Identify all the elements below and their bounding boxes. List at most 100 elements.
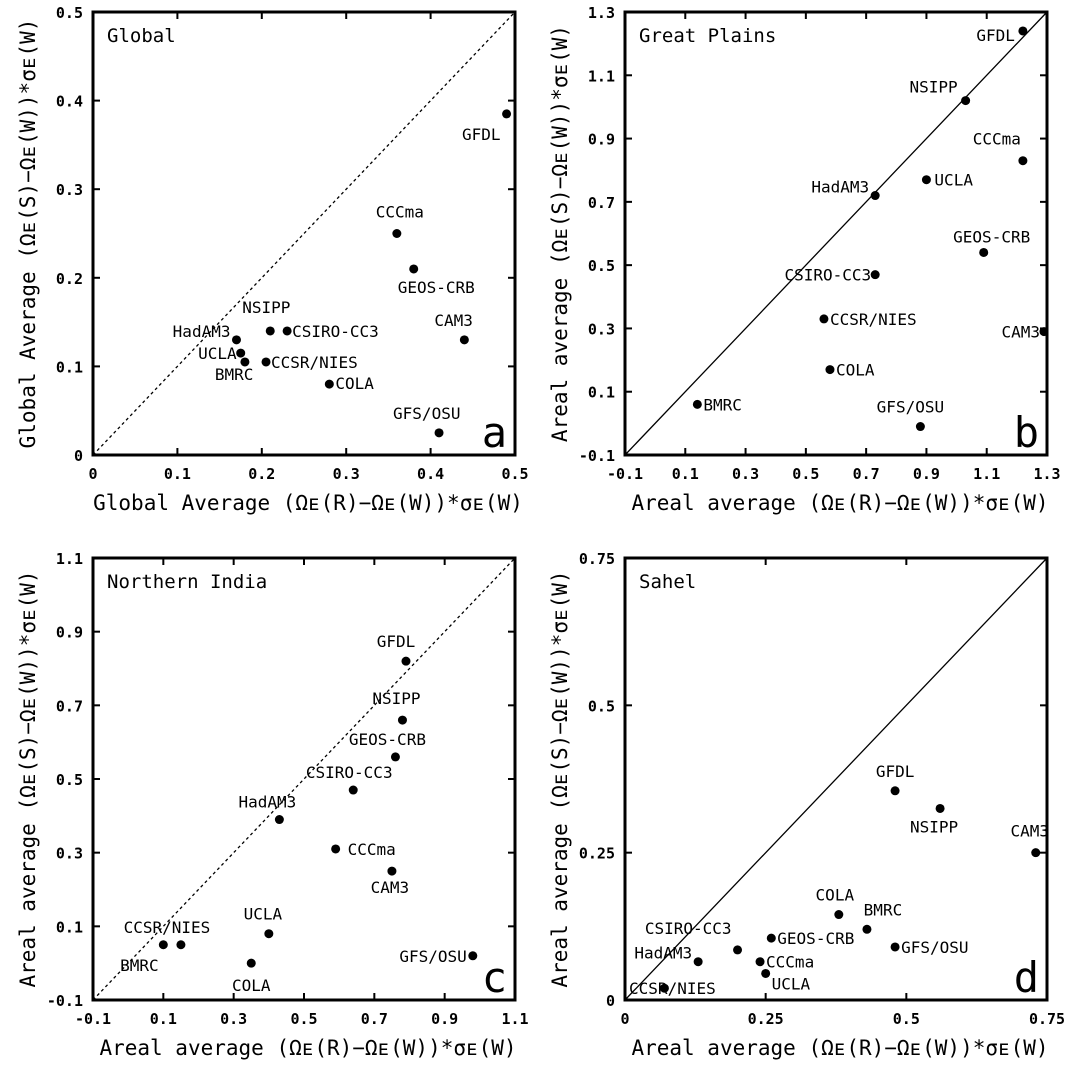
plot-frame (623, 556, 1049, 1002)
point-label: CAM3 (371, 878, 410, 897)
point-label: COLA (232, 976, 271, 995)
point-label: GFDL (976, 26, 1015, 45)
point-label: BMRC (215, 365, 254, 384)
y-axis-label: Areal average (Ωᴇ(S)−Ωᴇ(W))*σᴇ(W) (548, 25, 572, 442)
point-label: COLA (836, 361, 875, 380)
point-label: CSIRO-CC3 (784, 266, 871, 285)
data-point (979, 247, 989, 257)
data-point (761, 968, 771, 978)
point-label: GEOS-CRB (953, 227, 1030, 246)
point-label: UCLA (934, 171, 973, 190)
x-tick-label: 0.3 (732, 465, 759, 483)
panel-b: -0.1 0.1 0.3 0.5 0.7 0.9 1.1 1.3 -0.1 0.1 0.3 0.5 0.… (548, 4, 1061, 515)
point-label: CCCma (766, 953, 814, 972)
data-point (397, 715, 407, 725)
data-point (274, 815, 284, 825)
data-point (1018, 156, 1028, 166)
point-label: GFS/OSU (901, 938, 968, 957)
point-label: HadAM3 (173, 322, 231, 341)
x-tick-label: 0.7 (853, 465, 880, 483)
y-tick-label: 0.1 (56, 918, 83, 936)
x-tick-label: 0.5 (501, 465, 528, 483)
data-point (755, 957, 765, 967)
point-label: CCCma (973, 130, 1021, 149)
panel-title: Global (107, 25, 176, 47)
data-point (1039, 327, 1049, 337)
plot-frame (623, 10, 1049, 457)
point-label: CAM3 (1010, 822, 1049, 841)
point-label: GEOS-CRB (349, 730, 426, 749)
data-point (265, 326, 275, 336)
point-label: NSIPP (910, 817, 958, 836)
y-axis-label: Areal average (Ωᴇ(S)−Ωᴇ(W))*σᴇ(W) (548, 570, 572, 987)
data-point (870, 270, 880, 280)
data-point (890, 942, 900, 952)
x-axis-label: Global Average (Ωᴇ(R)−Ωᴇ(W))*σᴇ(W) (93, 491, 523, 515)
x-tick-label: 0.1 (150, 1010, 177, 1028)
point-label: CCSR/NIES (830, 310, 917, 329)
one-to-one-line (624, 11, 1048, 456)
x-tick-label: -0.1 (75, 1010, 111, 1028)
point-label: CCSR/NIES (124, 918, 211, 937)
y-tick-label: 0.9 (588, 131, 615, 149)
y-tick-label: -0.1 (47, 992, 83, 1010)
point-label: CCSR/NIES (629, 979, 716, 998)
data-point (915, 422, 925, 432)
data-point (733, 945, 743, 955)
point-label: CSIRO-CC3 (645, 919, 732, 938)
y-tick-label: 0.5 (588, 257, 615, 275)
y-tick-label: -0.1 (579, 447, 615, 465)
data-point (261, 357, 271, 367)
y-axis-label: Areal average (Ωᴇ(S)−Ωᴇ(W))*σᴇ(W) (16, 570, 40, 987)
y-axis-label: Global Average (Ωᴇ(S)−Ωᴇ(W))*σᴇ(W) (16, 19, 40, 449)
point-label: BMRC (703, 395, 742, 414)
x-tick-label: 0.75 (1029, 1010, 1065, 1028)
x-tick-label: 0.4 (417, 465, 444, 483)
x-tick-label: 1.3 (1033, 465, 1060, 483)
data-point (246, 958, 256, 968)
panel-title: Sahel (639, 571, 696, 593)
x-tick-label: 0.5 (893, 1010, 920, 1028)
point-label: HadAM3 (634, 944, 692, 963)
data-point (1031, 848, 1041, 858)
data-point (766, 933, 776, 943)
point-label: GFDL (462, 125, 501, 144)
data-point (692, 399, 702, 409)
data-point (348, 785, 358, 795)
data-point (158, 940, 168, 950)
y-tick-label: 0.3 (588, 320, 615, 338)
point-label: NSIPP (242, 298, 290, 317)
y-tick-label: 0.5 (588, 697, 615, 715)
point-label: GEOS-CRB (777, 929, 854, 948)
point-label: CCCma (376, 203, 424, 222)
data-point (961, 96, 971, 106)
y-tick-label: 0.9 (56, 624, 83, 642)
x-axis-label: Areal average (Ωᴇ(R)−Ωᴇ(W))*σᴇ(W) (631, 1036, 1048, 1060)
point-label: GFDL (876, 762, 915, 781)
y-tick-label: 0 (74, 447, 83, 465)
y-tick-label: 0.25 (579, 845, 615, 863)
x-tick-label: 0.1 (672, 465, 699, 483)
data-point (236, 348, 246, 358)
data-point (392, 229, 402, 238)
data-point (825, 365, 835, 375)
data-point (390, 752, 400, 762)
data-point (468, 951, 478, 961)
y-tick-label: 0.4 (56, 93, 83, 111)
data-point (693, 957, 703, 967)
data-point (890, 786, 900, 796)
one-to-one-line (624, 557, 1048, 1001)
point-label: CSIRO-CC3 (306, 763, 393, 782)
data-point (176, 940, 186, 950)
data-point (264, 929, 274, 939)
data-point (401, 656, 411, 666)
data-point (819, 314, 829, 324)
y-tick-label: 0.75 (579, 550, 615, 568)
data-point (324, 379, 334, 389)
point-label: GEOS-CRB (398, 278, 475, 297)
data-point (921, 175, 931, 185)
y-tick-label: 0.5 (56, 771, 83, 789)
point-label: UCLA (198, 344, 237, 363)
panel-title: Northern India (107, 571, 267, 593)
